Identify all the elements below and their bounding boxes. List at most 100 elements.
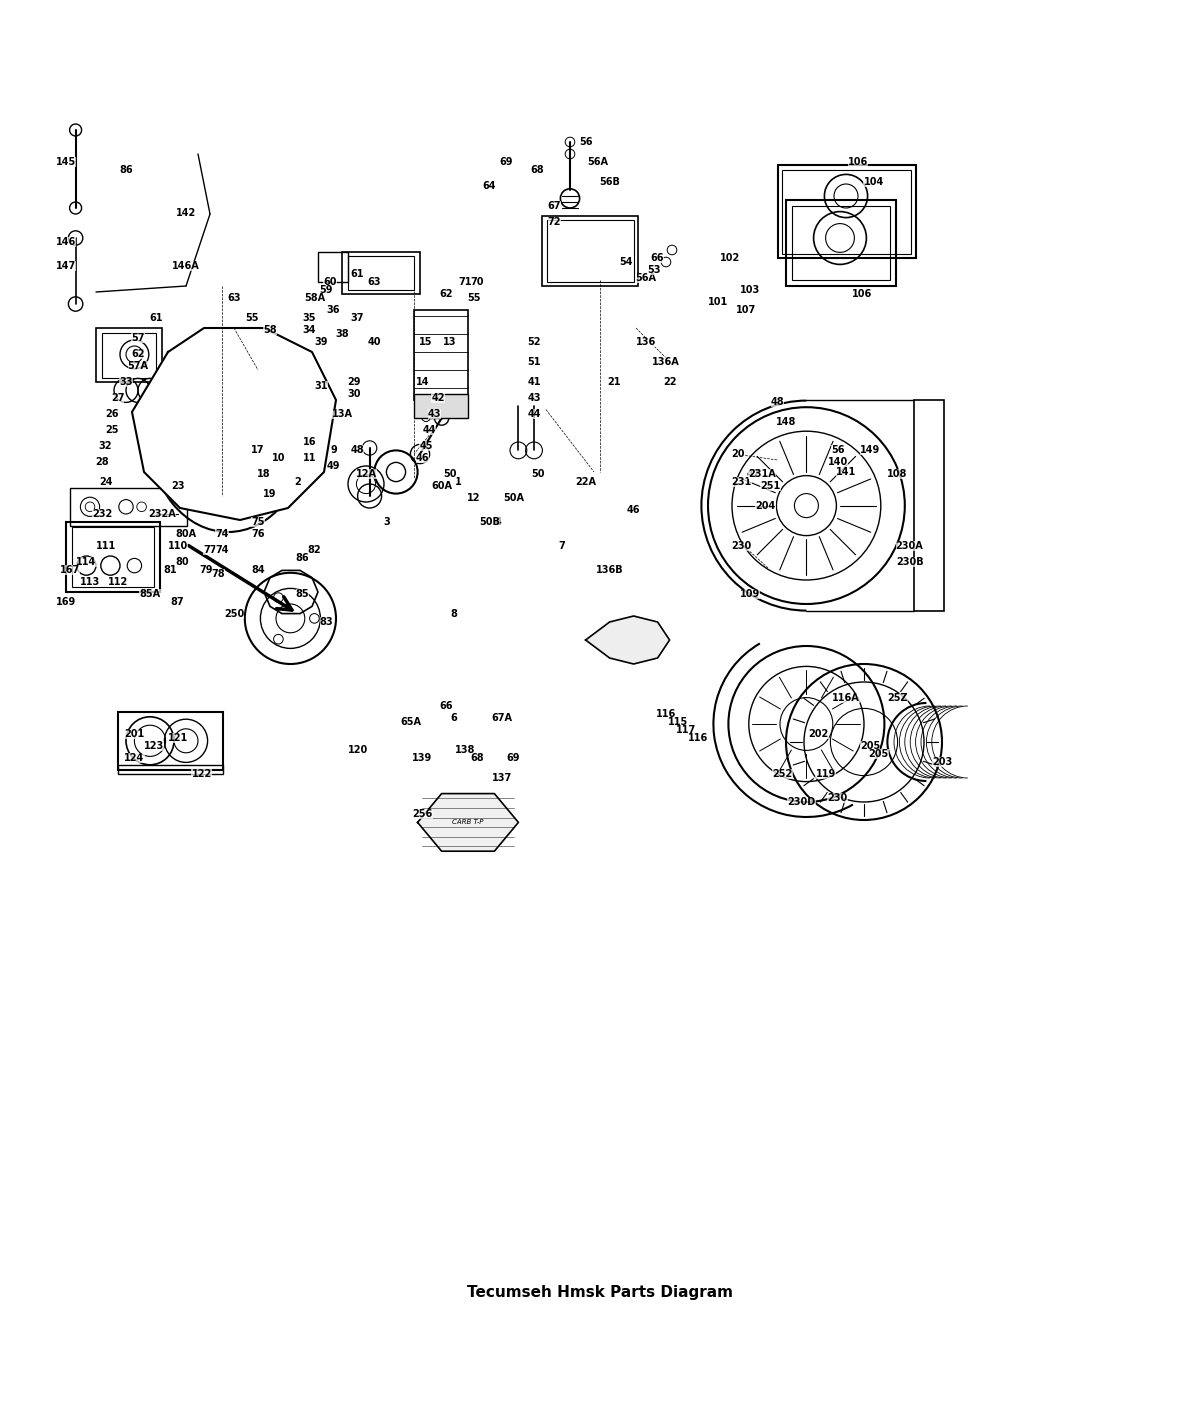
Text: 54: 54 (619, 256, 634, 268)
Text: 232A: 232A (148, 508, 176, 518)
Text: 13: 13 (443, 337, 457, 347)
Text: 64: 64 (482, 181, 497, 191)
Text: 231A: 231A (748, 470, 776, 480)
Text: 59: 59 (319, 285, 334, 295)
Text: 230A: 230A (895, 541, 924, 551)
Polygon shape (132, 328, 336, 520)
Text: 123: 123 (144, 740, 163, 750)
Text: 74: 74 (215, 545, 229, 555)
Text: Tecumseh Hmsk Parts Diagram: Tecumseh Hmsk Parts Diagram (467, 1284, 733, 1300)
Text: 63: 63 (367, 278, 382, 288)
Text: 12: 12 (467, 493, 481, 504)
Text: 63: 63 (227, 293, 241, 303)
Bar (96, 328, 162, 382)
Text: 67A: 67A (491, 713, 512, 723)
Text: 52: 52 (527, 337, 541, 347)
Text: 22A: 22A (575, 477, 596, 487)
Text: 71: 71 (458, 278, 473, 288)
Bar (348, 256, 414, 289)
Text: 67: 67 (547, 201, 562, 211)
Bar (786, 199, 896, 286)
Text: 56: 56 (830, 446, 845, 456)
Text: 231: 231 (732, 477, 751, 487)
Text: 46: 46 (626, 506, 641, 515)
Text: 60A: 60A (431, 481, 452, 491)
Text: 109: 109 (740, 590, 760, 600)
Text: 21: 21 (607, 377, 622, 387)
Text: 20: 20 (731, 449, 745, 459)
Text: 83: 83 (319, 617, 334, 627)
Text: 101: 101 (708, 296, 727, 306)
Text: CARB T-P: CARB T-P (452, 819, 484, 826)
Text: 4: 4 (494, 517, 502, 527)
Text: 23: 23 (170, 481, 185, 491)
Text: 112: 112 (108, 577, 127, 587)
Text: 50: 50 (530, 470, 545, 480)
Text: 121: 121 (168, 733, 187, 743)
Text: 70: 70 (470, 278, 485, 288)
Text: 28: 28 (95, 457, 109, 467)
Text: 51: 51 (527, 356, 541, 366)
Text: 251: 251 (761, 481, 780, 491)
Text: 110: 110 (168, 541, 187, 551)
Text: 146A: 146A (172, 261, 200, 271)
Text: 50: 50 (443, 470, 457, 480)
Text: 53: 53 (647, 265, 661, 275)
Text: 3: 3 (383, 517, 390, 527)
Text: 106: 106 (852, 289, 871, 299)
Text: 106: 106 (848, 158, 868, 168)
Text: 250: 250 (224, 608, 244, 618)
Text: 230: 230 (732, 541, 751, 551)
Text: 10: 10 (271, 453, 286, 463)
Text: 115: 115 (668, 716, 688, 726)
Text: 202: 202 (809, 729, 828, 739)
Text: 56B: 56B (599, 177, 620, 187)
Text: 56A: 56A (587, 158, 608, 168)
Text: 136B: 136B (595, 565, 624, 575)
Text: 57A: 57A (127, 362, 149, 372)
Text: 37: 37 (350, 313, 365, 323)
Text: 55: 55 (467, 293, 481, 303)
Text: 145: 145 (56, 158, 76, 168)
Bar (542, 216, 638, 286)
Text: 136: 136 (636, 337, 655, 347)
Text: 19: 19 (263, 488, 277, 498)
Text: 230B: 230B (895, 557, 924, 567)
Text: 230: 230 (828, 793, 847, 803)
Text: 142: 142 (176, 208, 196, 218)
Text: 81: 81 (163, 565, 178, 575)
Text: 50B: 50B (479, 517, 500, 527)
Text: 14: 14 (415, 377, 430, 387)
Text: 38: 38 (335, 329, 349, 339)
Text: 79: 79 (199, 565, 214, 575)
Text: 72: 72 (547, 218, 562, 228)
Text: 114: 114 (77, 557, 96, 567)
Text: 24: 24 (98, 477, 113, 487)
Text: 55: 55 (245, 313, 259, 323)
Bar (118, 712, 223, 769)
Text: 61: 61 (350, 269, 365, 279)
Text: 35: 35 (302, 313, 317, 323)
Text: 60: 60 (323, 278, 337, 288)
Text: 78: 78 (211, 570, 226, 580)
Text: 77: 77 (203, 545, 217, 555)
Polygon shape (418, 793, 518, 852)
Text: 82: 82 (307, 545, 322, 555)
Text: 169: 169 (56, 597, 76, 607)
Text: 42: 42 (431, 393, 445, 403)
Text: 68: 68 (530, 165, 545, 175)
Text: 138: 138 (456, 745, 475, 755)
Text: 149: 149 (860, 446, 880, 456)
Text: 117: 117 (677, 725, 696, 735)
Text: 103: 103 (740, 285, 760, 295)
Text: 57: 57 (131, 333, 145, 343)
Text: 48: 48 (350, 446, 365, 456)
Bar (782, 169, 911, 253)
Bar (342, 252, 420, 295)
Text: 66: 66 (439, 701, 454, 711)
Text: 31: 31 (314, 380, 329, 390)
Text: 140: 140 (828, 457, 847, 467)
Text: 80A: 80A (175, 530, 197, 540)
Text: 205: 205 (860, 740, 880, 750)
Bar (914, 400, 944, 611)
